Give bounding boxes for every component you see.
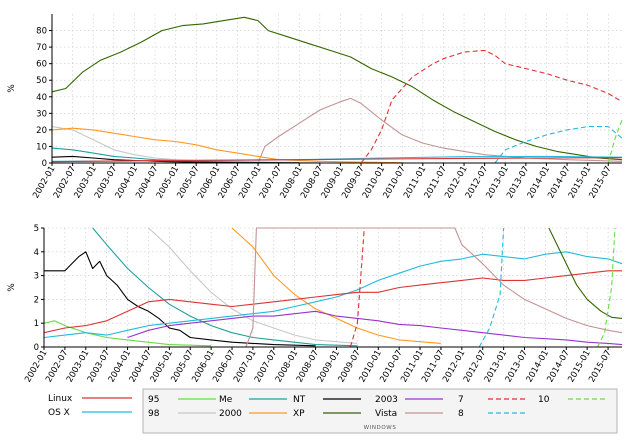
series-line-xp [548,227,623,319]
y-tick-label: 5 [34,224,39,234]
series-line-7 [349,227,365,348]
y-tick-label: 20 [36,126,47,136]
series-line-2003 [127,310,623,346]
series-line-xp [51,16,623,161]
y-tick-label: 80 [36,27,47,37]
series-line-linux [43,270,622,334]
legend-label-8: 8 [458,409,464,419]
series-line-me [92,227,358,347]
legend-label-10: 10 [538,395,550,405]
series-line-7 [360,49,623,164]
legend-label-nt: NT [293,395,306,405]
legend-label-me: Me [219,395,233,405]
series-line-95 [43,320,212,347]
windows-legend-box [142,388,618,434]
series-line-8 [478,227,505,348]
y-tick-label: 30 [36,109,47,119]
legend-label-2000: 2000 [219,409,242,419]
y-tick-label: 2 [34,295,39,305]
legend-label-95: 95 [148,395,159,405]
y-tick-label: 50 [36,76,47,86]
y-tick-label: 60 [36,60,47,70]
y-tick-label: 4 [34,248,39,258]
y-tick-label: 70 [36,43,47,53]
series-line-10 [607,119,623,164]
series-line-8 [494,126,623,164]
y-tick-label: 10 [36,142,47,152]
series-line-2000 [51,127,403,164]
y-tick-label: 3 [34,272,39,282]
legend-label-vista: Vista [375,409,397,419]
series-line-10 [597,227,616,348]
series-line-me [51,147,279,164]
y-axis-label: % [7,84,17,93]
legend-label-2003: 2003 [375,395,398,405]
series-line-vista [245,227,623,348]
series-line-os-x [43,251,623,339]
series-line-nt [44,251,316,347]
series-line-linux [51,157,623,163]
y-tick-label: 1 [34,319,39,329]
y-axis-label: % [7,283,17,292]
legend-label-xp: XP [293,409,305,419]
legend: Linux OS X WINDOWS 95 98 Me 2000 NT XP 2003 Vista 7… [48,388,618,434]
legend-label-7: 7 [458,395,464,405]
chart-panel-1: 010203040506070802002-012002-072003-0120… [7,14,623,200]
y-tick-label: 0 [42,159,47,169]
chart-panel-2: 0123452002-012002-072003-012003-072004-0… [7,224,623,384]
windows-legend-title: WINDOWS [364,425,397,431]
series-line-98 [51,126,320,164]
y-tick-label: 40 [36,93,47,103]
y-tick-label: 0 [34,343,39,353]
legend-label-os-x: OS X [48,408,70,418]
legend-label-98: 98 [148,409,160,419]
legend-label-linux: Linux [48,394,73,404]
